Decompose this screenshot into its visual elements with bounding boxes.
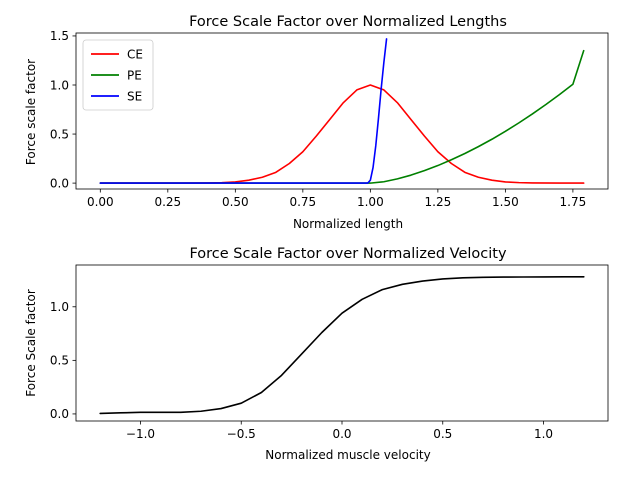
x-tick-label: 0.50 [222, 195, 249, 209]
top-legend: CE PE SE [82, 39, 154, 111]
x-tick-label: 1.0 [534, 427, 553, 441]
y-tick-label: 0.5 [50, 127, 69, 141]
top-plot-area [75, 32, 609, 190]
axes-frame [75, 264, 609, 422]
top-chart-title: Force Scale Factor over Normalized Lengt… [189, 14, 507, 30]
x-tick-label: 0.00 [87, 195, 114, 209]
series-line-1 [99, 275, 585, 415]
axes-frame [75, 32, 609, 190]
bottom-x-axis-label: Normalized muscle velocity [265, 448, 430, 462]
bottom-subplot: Force Scale Factor over Normalized Veloc… [24, 246, 609, 462]
legend-label-pe: PE [127, 68, 142, 82]
top-x-axis-label: Normalized length [293, 217, 403, 231]
x-tick-label: 0.5 [433, 427, 452, 441]
top-y-ticks: 0.0 0.5 1.0 1.5 [50, 29, 76, 190]
y-tick-label: 0.0 [50, 407, 69, 421]
x-tick-label: 0.0 [332, 427, 351, 441]
top-subplot: Force Scale Factor over Normalized Lengt… [24, 14, 609, 231]
x-tick-label: 0.25 [154, 195, 181, 209]
series-line-pe [99, 49, 585, 184]
x-tick-label: 1.50 [492, 195, 519, 209]
x-tick-label: −1.0 [126, 427, 155, 441]
x-tick-label: 1.25 [425, 195, 452, 209]
legend-label-ce: CE [127, 47, 143, 61]
x-tick-label: 0.75 [289, 195, 316, 209]
x-tick-label: 1.00 [357, 195, 384, 209]
legend-label-se: SE [127, 89, 142, 103]
y-tick-label: 1.5 [50, 29, 69, 43]
x-tick-label: 1.75 [560, 195, 587, 209]
y-tick-label: 0.0 [50, 176, 69, 190]
y-tick-label: 0.5 [50, 354, 69, 368]
bottom-plot-area [75, 264, 609, 422]
y-tick-label: 1.0 [50, 78, 69, 92]
series-line-se [99, 38, 388, 184]
series-line-ce [99, 84, 585, 184]
x-tick-label: −0.5 [227, 427, 256, 441]
bottom-chart-title: Force Scale Factor over Normalized Veloc… [189, 246, 507, 262]
bottom-y-ticks: 0.0 0.5 1.0 [50, 300, 76, 421]
bottom-y-axis-label: Force Scale factor [24, 289, 38, 397]
y-tick-label: 1.0 [50, 300, 69, 314]
bottom-x-ticks: −1.0 −0.5 0.0 0.5 1.0 [126, 421, 553, 441]
top-y-axis-label: Force scale factor [24, 59, 38, 165]
top-x-ticks: 0.00 0.25 0.50 0.75 1.00 1.25 1.50 1.75 [87, 189, 586, 209]
